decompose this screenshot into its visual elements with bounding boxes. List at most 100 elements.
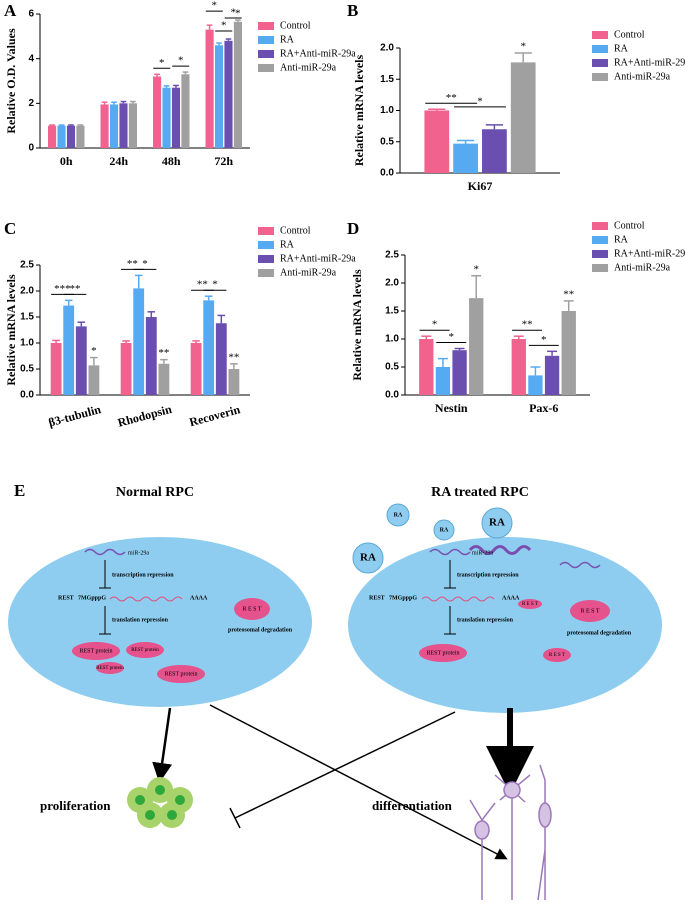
- error-bar: [68, 124, 74, 126]
- bar: [510, 62, 536, 173]
- y-tick-label: 2.0: [20, 286, 34, 297]
- legend-label: RA: [614, 43, 629, 54]
- y-axis-label: Relative mRNA levels: [352, 55, 366, 167]
- error-bar: [77, 321, 86, 327]
- diagram-title: Normal RPC: [116, 485, 194, 500]
- label: 7MGpppG: [389, 595, 417, 601]
- y-axis-label: Relative mRNA levels: [350, 269, 364, 381]
- legend-swatch: [258, 36, 274, 44]
- error-bar: [154, 73, 160, 77]
- bar: [119, 103, 128, 148]
- degraded-protein: [518, 599, 542, 609]
- error-bar: [52, 339, 60, 343]
- error-bar: [471, 274, 482, 299]
- bar: [435, 367, 451, 395]
- ra-molecule: [352, 542, 384, 574]
- y-tick-label: 1.0: [380, 105, 394, 116]
- cell-cluster: [127, 777, 193, 828]
- chart: D Relative mRNA levels 0.0 0.5 1.0 1.5 2.0 2.5 N…: [347, 219, 685, 415]
- significance: **: [127, 258, 138, 270]
- degraded-protein: [234, 598, 270, 620]
- arrow: [209, 704, 508, 860]
- legend-swatch: [592, 31, 608, 39]
- error-bar: [173, 84, 179, 88]
- y-tick-label: 0.0: [380, 168, 394, 179]
- bar: [419, 339, 434, 395]
- legend-label: RA+Anti-miR-29a: [280, 253, 356, 264]
- inhibit-line: [234, 711, 456, 819]
- y-tick-label: 0.5: [380, 136, 394, 147]
- error-bar: [130, 100, 136, 104]
- error-bar: [235, 19, 241, 22]
- legend-swatch: [592, 222, 608, 230]
- outcome: differentiation: [372, 798, 453, 813]
- error-bar: [64, 299, 73, 306]
- significance: **: [228, 351, 239, 363]
- panel-label: A: [4, 1, 17, 20]
- legend-label: RA: [614, 234, 629, 245]
- mirna: [429, 548, 471, 556]
- error-bar: [421, 335, 432, 339]
- error-bar: [530, 366, 541, 376]
- bar: [469, 298, 484, 395]
- legend-swatch: [592, 45, 608, 53]
- legend-swatch: [258, 22, 274, 30]
- error-bar: [204, 295, 213, 301]
- cell: [348, 537, 662, 713]
- bar: [66, 125, 76, 148]
- error-bar: [437, 357, 448, 367]
- y-tick-label: 6: [28, 9, 34, 20]
- bar: [203, 300, 215, 395]
- significance: *: [230, 7, 236, 19]
- bar: [228, 369, 240, 395]
- label: REST protein: [164, 671, 197, 677]
- significance: *: [477, 95, 483, 107]
- bar: [528, 375, 543, 395]
- significance: *: [432, 319, 438, 331]
- degraded-protein: [543, 648, 571, 662]
- legend-label: RA+Anti-miR-29a: [280, 48, 356, 59]
- y-tick-label: 0.5: [385, 362, 399, 373]
- significance: *: [159, 57, 165, 69]
- diagram: E Normal RPC RA treated RPC miR-29a tran…: [8, 481, 662, 901]
- charts: A Relative O.D. Values 0 2 4 6 0h 24h 48h 72h Cont…: [4, 0, 685, 430]
- label: AAAA: [190, 595, 208, 601]
- cell: [8, 537, 312, 707]
- mirna: [468, 545, 532, 555]
- mrna: [109, 596, 183, 602]
- error-bar: [513, 335, 524, 339]
- label: RA: [394, 512, 403, 518]
- label: REST protein: [79, 648, 112, 654]
- label: R E S T: [549, 653, 565, 658]
- inhibit: [444, 560, 456, 589]
- error-bar: [120, 100, 127, 104]
- label: miR-29a: [128, 550, 149, 556]
- outcome: proliferation: [40, 798, 111, 813]
- x-tick-label: β3-tubulin: [47, 402, 103, 430]
- x-tick-label: 72h: [214, 154, 233, 168]
- ra-molecule: [481, 507, 513, 539]
- legend-swatch: [258, 227, 274, 235]
- legend-swatch: [258, 50, 274, 58]
- error-bar: [134, 274, 143, 289]
- chart: A Relative O.D. Values 0 2 4 6 0h 24h 48h 72h Cont…: [4, 0, 356, 168]
- significance: ***: [54, 283, 71, 295]
- legend-label: RA: [280, 34, 295, 45]
- y-tick-label: 1.0: [20, 338, 34, 349]
- error-bar: [58, 124, 65, 126]
- bar: [158, 363, 170, 395]
- x-tick-label: Recoverin: [188, 402, 242, 429]
- error-bar: [101, 101, 108, 105]
- significance: *: [91, 345, 97, 357]
- ra-molecule: [386, 503, 410, 527]
- label: REST protein: [131, 648, 159, 653]
- error-bar: [217, 314, 226, 324]
- y-tick-label: 1.0: [385, 334, 399, 345]
- significance: **: [197, 279, 208, 291]
- significance: **: [446, 92, 457, 104]
- error-bar: [147, 311, 156, 317]
- protein: [96, 662, 124, 674]
- mirna: [559, 561, 601, 569]
- significance: **: [563, 288, 574, 300]
